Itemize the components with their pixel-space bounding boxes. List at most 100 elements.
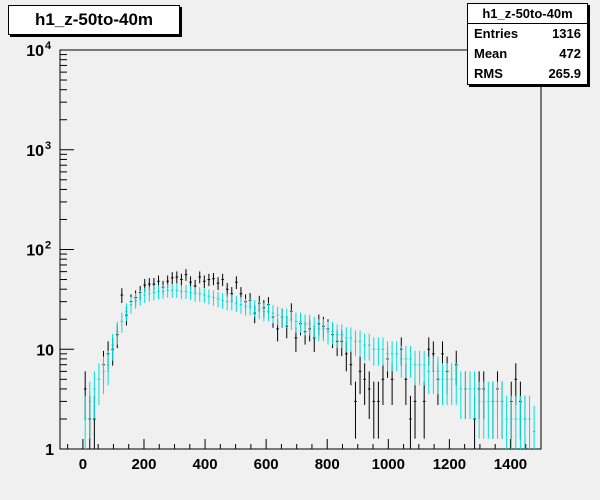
data-point [235, 295, 238, 313]
data-point [221, 293, 224, 309]
data-point [276, 306, 279, 326]
data-point [120, 312, 124, 333]
data-point [381, 363, 385, 405]
data-point [97, 363, 101, 405]
data-point [473, 371, 476, 419]
y-tick-exponent: 2 [45, 240, 51, 252]
data-point [189, 285, 192, 301]
data-point [184, 269, 188, 281]
data-point [267, 303, 270, 322]
data-point [363, 333, 366, 361]
data-point [198, 271, 202, 284]
x-tick-label: 800 [315, 456, 340, 473]
data-point [157, 284, 160, 300]
data-point [115, 321, 119, 345]
data-point [88, 381, 92, 439]
data-point [349, 327, 353, 352]
data-point [372, 337, 376, 366]
data-point [482, 381, 486, 439]
data-point [285, 308, 289, 328]
y-tick-exponent: 4 [45, 40, 52, 52]
data-point [454, 363, 458, 405]
data-point [354, 381, 357, 439]
x-tick-label: 1000 [372, 456, 405, 473]
data-point [212, 272, 215, 286]
data-point [326, 321, 330, 345]
x-tick-label: 0 [79, 456, 87, 473]
data-point [496, 381, 499, 439]
stats-title: h1_z-50to-40m [468, 4, 587, 24]
data-point [358, 330, 362, 357]
data-point [441, 363, 444, 405]
data-point [345, 327, 348, 352]
data-point [180, 273, 183, 287]
data-point [294, 312, 298, 333]
data-point [532, 405, 536, 449]
data-point [248, 298, 252, 316]
data-point [225, 294, 229, 311]
data-point [166, 283, 169, 298]
stats-row-entries: Entries 1316 [468, 24, 587, 44]
data-point [358, 356, 362, 395]
data-point [303, 314, 307, 336]
data-point [138, 290, 142, 306]
data-point [203, 275, 206, 289]
data-point [459, 371, 463, 419]
data-point [244, 298, 247, 316]
data-point [161, 284, 165, 300]
data-point [262, 303, 266, 322]
data-point [491, 381, 495, 439]
data-point [390, 341, 394, 372]
data-point [93, 371, 96, 419]
data-point [221, 273, 224, 287]
stats-value: 472 [559, 46, 581, 61]
data-point [193, 287, 197, 302]
data-points [83, 269, 536, 449]
data-point [102, 356, 105, 395]
data-point [377, 337, 380, 366]
data-point [395, 341, 398, 372]
stats-value: 265.9 [548, 66, 581, 81]
data-point [399, 345, 403, 378]
data-point [413, 381, 417, 439]
data-point [477, 381, 481, 439]
data-point [468, 371, 472, 419]
stats-label: RMS [474, 66, 503, 81]
data-point [175, 283, 179, 298]
data-point [111, 333, 114, 361]
data-point [413, 350, 417, 386]
data-point [125, 303, 128, 322]
data-point [148, 287, 151, 302]
y-tick-exponent: 3 [45, 140, 51, 152]
data-point [500, 381, 504, 439]
data-point [514, 395, 518, 449]
stats-value: 1316 [552, 26, 581, 41]
data-point [367, 371, 371, 419]
data-point [464, 371, 467, 419]
data-point [367, 333, 371, 361]
data-point [216, 291, 220, 308]
data-point [317, 319, 321, 342]
data-point [509, 395, 513, 449]
x-tick-label: 400 [193, 456, 218, 473]
data-point [230, 294, 234, 311]
data-point [436, 356, 440, 395]
data-point [134, 293, 137, 309]
stats-row-mean: Mean 472 [468, 44, 587, 64]
data-point [528, 395, 531, 449]
stats-label: Mean [474, 46, 508, 61]
data-point [363, 363, 366, 405]
data-point [377, 381, 380, 439]
data-point [445, 363, 449, 405]
data-point [175, 271, 179, 284]
data-point [409, 345, 412, 378]
data-point [253, 300, 256, 318]
data-point [129, 297, 133, 314]
x-tick-label: 600 [254, 456, 279, 473]
y-tick-label: 10 [26, 243, 44, 260]
data-point [381, 337, 385, 366]
histogram-title: h1_z-50to-40m [8, 5, 180, 35]
data-point [386, 341, 389, 372]
